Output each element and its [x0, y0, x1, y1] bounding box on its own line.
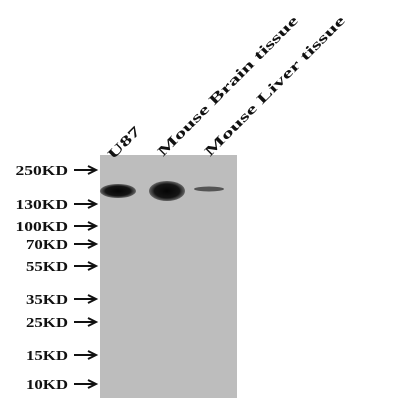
- band: [194, 187, 224, 192]
- marker-label: 250KD: [16, 164, 69, 179]
- marker-label: 15KD: [26, 349, 68, 364]
- marker-ladder: 250KD 130KD 100KD 70KD 55KD 35KD 25KD 15KD 10KD: [16, 164, 97, 393]
- marker-label: 10KD: [26, 378, 68, 393]
- marker-label: 35KD: [26, 293, 68, 308]
- marker-label: 55KD: [26, 260, 68, 275]
- marker-label: 70KD: [26, 238, 68, 253]
- band: [100, 184, 136, 198]
- marker-label: 130KD: [16, 198, 69, 213]
- lane-labels: U87 Mouse Brain tissue Mouse Liver tissu…: [105, 13, 348, 162]
- marker-label: 100KD: [16, 220, 69, 235]
- marker-label: 25KD: [26, 316, 68, 331]
- blot-figure: U87 Mouse Brain tissue Mouse Liver tissu…: [0, 0, 403, 403]
- band: [149, 181, 185, 201]
